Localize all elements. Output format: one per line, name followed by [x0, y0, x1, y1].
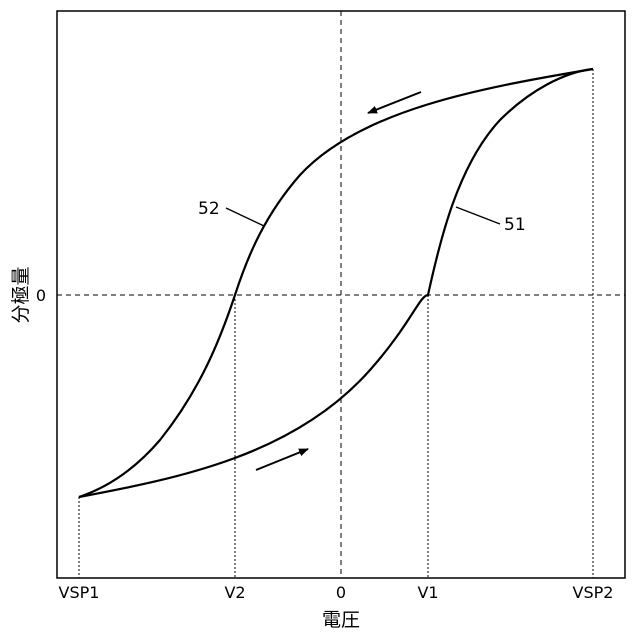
x-tick-zero: 0 — [336, 583, 346, 602]
x-tick-vsp1: VSP1 — [59, 583, 100, 602]
x-tick-v2: V2 — [224, 583, 245, 602]
curve-label-52: 52 — [198, 199, 220, 219]
leader-52 — [226, 208, 264, 226]
y-axis-title: 分極量 — [10, 266, 32, 323]
y-tick-zero: 0 — [36, 286, 46, 305]
x-tick-vsp2: VSP2 — [573, 583, 614, 602]
leader-51 — [456, 207, 500, 224]
curve-label-51: 51 — [504, 215, 526, 235]
x-axis-title: 電圧 — [322, 609, 360, 631]
curve-51 — [79, 69, 593, 497]
curve-52 — [79, 69, 593, 497]
x-tick-v1: V1 — [417, 583, 438, 602]
arrow-increasing — [256, 449, 308, 470]
